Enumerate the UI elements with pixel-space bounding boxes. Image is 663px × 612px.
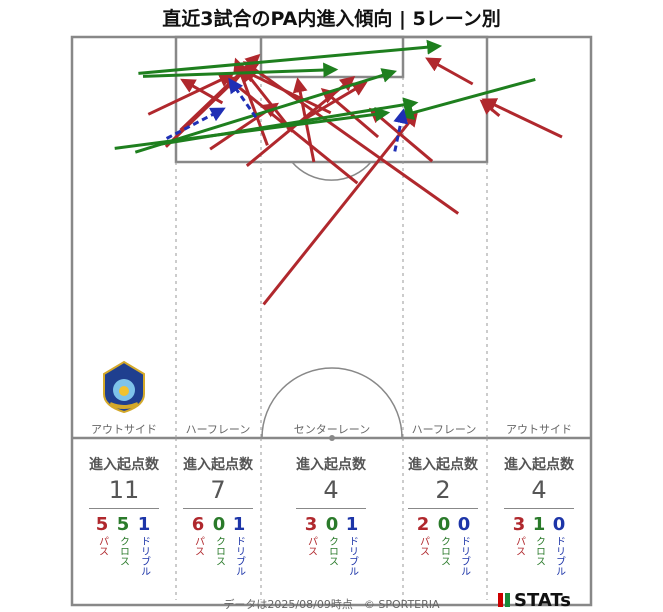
chart-title: 直近3試合のPA内進入傾向 | 5レーン別 xyxy=(162,8,501,30)
dribble-count: 0 ドリブル xyxy=(552,514,566,576)
pass-arrow xyxy=(164,63,252,148)
dribble-count: 1 ドリブル xyxy=(137,514,151,576)
dribble-arrow xyxy=(228,77,258,119)
cross-arrow xyxy=(142,62,339,78)
pass-arrow xyxy=(425,57,474,86)
lane-label-center: センターレーン xyxy=(293,423,371,436)
stat-heading: 進入起点数 xyxy=(296,457,366,473)
cross-count: 0 クロス xyxy=(212,514,226,566)
cross-count: 0 クロス xyxy=(325,514,339,566)
stat-heading: 進入起点数 xyxy=(183,457,253,473)
club-crest-logo xyxy=(103,360,145,414)
lane-label-halfspace-right: ハーフレーン xyxy=(411,423,477,436)
cross-count: 1 クロス xyxy=(532,514,546,566)
pass-arrow xyxy=(180,78,224,105)
lane-label-outside-right: アウトサイド xyxy=(506,423,572,436)
stat-total: 4 xyxy=(531,476,547,504)
dribble-arrow xyxy=(393,108,409,152)
stat-divider xyxy=(296,508,366,509)
stat-divider xyxy=(408,508,478,509)
pass-count: 3 パス xyxy=(304,514,318,556)
cross-count: 5 クロス xyxy=(116,514,130,566)
stat-total: 11 xyxy=(108,476,140,504)
dribble-arrow xyxy=(165,107,226,140)
lane-label-halfspace-left: ハーフレーン xyxy=(185,423,251,436)
lane-dividers xyxy=(175,77,488,600)
stats-logo: STATs xyxy=(498,590,571,611)
pass-arrow xyxy=(479,99,501,117)
penalty-arc xyxy=(291,161,372,181)
stat-divider xyxy=(504,508,574,509)
data-date-footer: データは2025/08/09時点 © SPORTERIA xyxy=(223,598,440,611)
stat-divider xyxy=(183,508,253,509)
pass-arrow xyxy=(481,98,563,139)
stat-total: 4 xyxy=(323,476,339,504)
stat-total: 7 xyxy=(210,476,226,504)
pass-arrow xyxy=(223,74,359,185)
cross-arrow xyxy=(398,77,536,120)
stat-heading: 進入起点数 xyxy=(408,457,478,473)
cross-count: 0 クロス xyxy=(437,514,451,566)
cross-arrow xyxy=(157,97,419,147)
dribble-count: 0 ドリブル xyxy=(457,514,471,576)
pass-count: 5 パス xyxy=(95,514,109,556)
pass-count: 6 パス xyxy=(191,514,205,556)
pass-count: 2 パス xyxy=(416,514,430,556)
entry-arrows xyxy=(114,39,563,306)
pass-arrow xyxy=(262,111,419,306)
dribble-count: 1 ドリブル xyxy=(345,514,359,576)
lane-label-outside-left: アウトサイド xyxy=(91,423,157,436)
pass-count: 3 パス xyxy=(512,514,526,556)
center-circle xyxy=(261,367,403,439)
stat-heading: 進入起点数 xyxy=(504,457,574,473)
cross-arrow xyxy=(138,39,443,75)
stat-heading: 進入起点数 xyxy=(89,457,159,473)
stat-divider xyxy=(89,508,159,509)
center-spot xyxy=(329,435,335,441)
stat-total: 2 xyxy=(435,476,451,504)
dribble-count: 1 ドリブル xyxy=(232,514,246,576)
pass-arrow xyxy=(242,61,460,215)
pass-arrow xyxy=(147,73,235,116)
